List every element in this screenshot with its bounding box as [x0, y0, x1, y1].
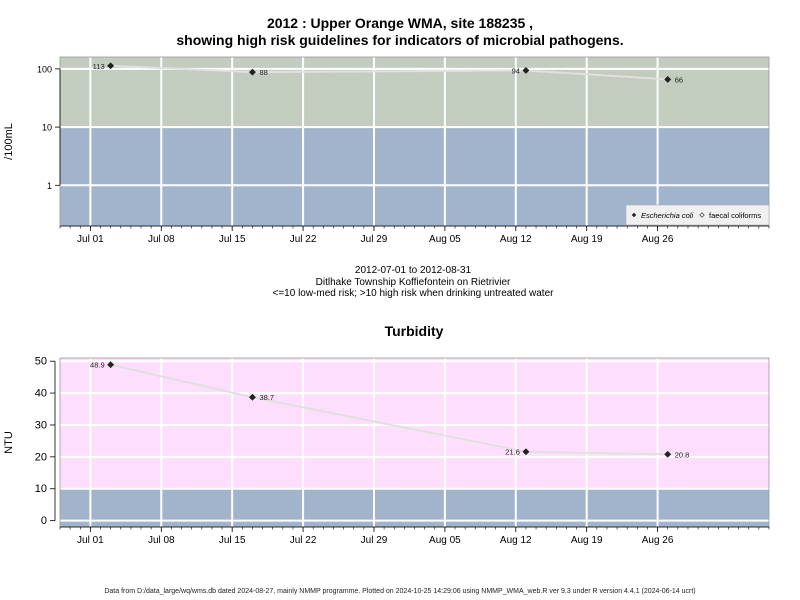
y-axis-label: NTU [3, 431, 15, 454]
x-tick-label: Aug 26 [642, 234, 674, 245]
legend-label: Escherichia coli [641, 211, 693, 220]
x-tick-label: Jul 22 [290, 535, 317, 546]
legend-label: faecal coliforms [709, 211, 761, 220]
x-tick-label: Aug 26 [642, 535, 674, 546]
data-label: 21.6 [505, 448, 520, 457]
data-label: 113 [93, 62, 105, 71]
legend-marker-filled [631, 212, 637, 218]
site-location-text: Ditlhake Township Koffiefontein on Rietr… [315, 277, 511, 288]
y-tick-label: 50 [35, 356, 47, 368]
date-range-text: 2012-07-01 to 2012-08-31 [354, 265, 472, 276]
data-point [107, 361, 115, 369]
x-tick-label: Aug 05 [429, 234, 461, 245]
chart-title: Turbidity [385, 323, 444, 339]
risk-guideline-text: <=10 low-med risk; >10 high risk when dr… [272, 288, 554, 299]
y-tick-label: 1 [47, 181, 52, 191]
y-tick-label: 30 [35, 419, 47, 431]
x-tick-label: Aug 12 [500, 535, 532, 546]
legend-marker-open [699, 212, 705, 218]
series-line [110, 363, 668, 456]
x-tick-label: Jul 15 [219, 535, 246, 546]
data-label: 88 [259, 68, 267, 77]
data-point [248, 393, 256, 401]
x-tick-label: Jul 01 [77, 535, 104, 546]
x-tick-label: Aug 12 [500, 234, 532, 245]
y-tick-label: 20 [35, 451, 47, 463]
series-line [110, 64, 668, 81]
data-point [664, 450, 672, 458]
x-tick-label: Jul 15 [219, 234, 246, 245]
x-tick-label: Jul 22 [290, 234, 317, 245]
footer-note: Data from D:/data_large/wq/wms.db dated … [104, 588, 696, 595]
chart-title-line1: 2012 : Upper Orange WMA, site 188235 , [266, 15, 534, 31]
x-tick-label: Aug 19 [571, 535, 603, 546]
y-tick-label: 0 [41, 515, 47, 527]
turbidity-chart: Jul 01 Jul 08 Jul 15 Jul 22 Jul 29 Aug 05 Aug … [3, 323, 770, 546]
data-point [248, 68, 256, 76]
x-tick-label: Jul 29 [361, 535, 388, 546]
chart-title-line2: showing high risk guidelines for indicat… [176, 32, 624, 48]
data-point [522, 66, 530, 75]
x-tick-label: Aug 19 [571, 234, 603, 245]
data-point [522, 448, 530, 456]
x-tick-label: Jul 29 [361, 234, 388, 245]
x-tick-label: Jul 08 [148, 535, 175, 546]
y-tick-label: 40 [35, 388, 47, 400]
y-axis-label: /100mL [3, 123, 15, 160]
data-point [107, 62, 115, 70]
x-tick-label: Jul 08 [148, 234, 175, 245]
data-label: 20.8 [675, 450, 690, 459]
data-point [664, 75, 672, 83]
data-label: 38.7 [259, 393, 274, 402]
x-tick-label: Aug 05 [429, 535, 461, 546]
data-label: 48.9 [90, 361, 105, 370]
data-label: 94 [512, 66, 520, 75]
legend-box [625, 204, 770, 226]
y-tick-label: 10 [35, 483, 47, 495]
ecoli-chart: Jul 01 Jul 08 Jul 15 Jul 22 Jul 29 Aug 05 Aug … [3, 56, 770, 245]
y-tick-label: 10 [42, 123, 52, 133]
x-tick-label: Jul 01 [77, 234, 104, 245]
data-label: 66 [675, 75, 683, 84]
y-tick-label: 100 [37, 64, 52, 74]
